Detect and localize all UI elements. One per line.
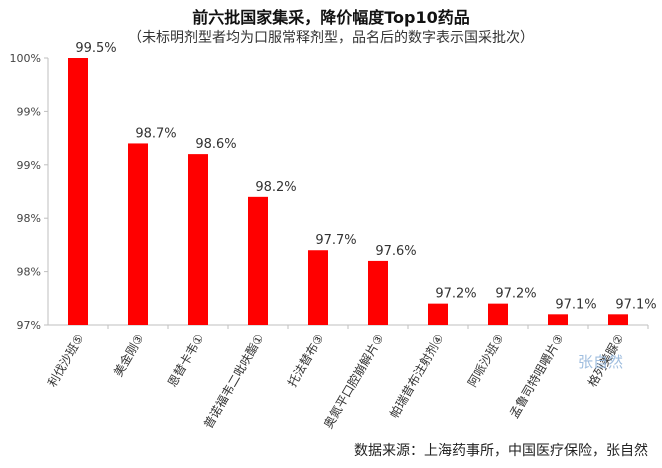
bar bbox=[128, 143, 148, 325]
data-label: 98.6% bbox=[195, 137, 236, 152]
bar bbox=[308, 250, 328, 325]
bar bbox=[68, 58, 88, 325]
chart-subtitle: （未标明剂型者均为口服常释剂型，品名后的数字表示国采批次） bbox=[128, 30, 534, 46]
bar bbox=[428, 303, 448, 325]
y-tick-label: 100% bbox=[10, 52, 41, 65]
bar bbox=[548, 314, 568, 325]
data-label: 97.2% bbox=[495, 287, 536, 302]
category-label: 帕瑞昔布注射剂④ bbox=[386, 331, 446, 421]
data-label: 98.7% bbox=[135, 126, 176, 141]
source-note: 数据来源：上海药事所，中国医疗保险，张自然 bbox=[354, 443, 648, 459]
data-label: 97.2% bbox=[435, 287, 476, 302]
category-label: 托法替布③ bbox=[285, 332, 327, 390]
bar bbox=[488, 303, 508, 325]
category-label: 普诺福韦二吡呋酯① bbox=[200, 331, 266, 431]
category-label: 奥氮平口腔崩解片③ bbox=[320, 331, 386, 431]
category-label: 孟鲁司特咀嚼片③ bbox=[506, 331, 566, 421]
y-tick-label: 99% bbox=[17, 159, 41, 172]
y-tick-label: 97% bbox=[17, 319, 41, 332]
bar bbox=[368, 260, 388, 325]
watermark-text: 张自然 bbox=[578, 353, 623, 371]
category-label: 利伐沙班⑤ bbox=[45, 332, 87, 390]
category-label: 美金刚③ bbox=[110, 331, 146, 379]
data-label: 97.1% bbox=[555, 297, 596, 312]
y-tick-label: 98% bbox=[17, 212, 41, 225]
data-label: 97.6% bbox=[375, 244, 416, 259]
data-label: 97.1% bbox=[615, 297, 656, 312]
chart-title: 前六批国家集采，降价幅度Top10药品 bbox=[192, 8, 470, 27]
category-label: 阿哌沙班③ bbox=[465, 332, 507, 390]
bar bbox=[608, 314, 628, 325]
bar bbox=[248, 196, 268, 325]
data-label: 97.7% bbox=[315, 233, 356, 248]
y-tick-label: 99% bbox=[17, 105, 41, 118]
data-label: 99.5% bbox=[75, 41, 116, 56]
y-tick-label: 98% bbox=[17, 266, 41, 279]
bar bbox=[188, 154, 208, 325]
data-label: 98.2% bbox=[255, 180, 296, 195]
category-label: 恩替卡韦① bbox=[165, 332, 207, 390]
